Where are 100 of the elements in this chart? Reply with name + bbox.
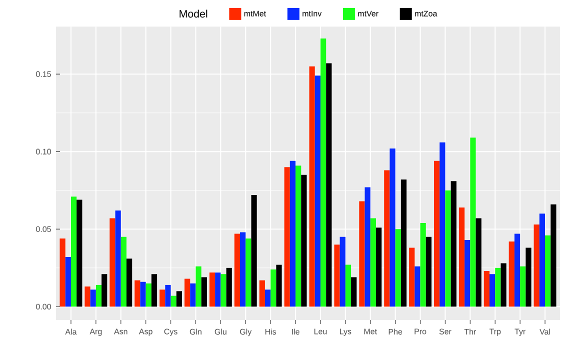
bar: [96, 284, 102, 307]
y-tick-label: 0.05: [36, 226, 51, 232]
bar: [196, 266, 202, 307]
x-tick-label: Met: [364, 328, 377, 334]
bar: [520, 266, 526, 307]
bar: [414, 266, 420, 307]
bar: [309, 66, 315, 307]
bar: [65, 257, 71, 307]
bar: [184, 278, 190, 307]
bar: [290, 160, 296, 307]
bar: [351, 277, 357, 307]
x-tick-label: Ala: [65, 328, 77, 335]
x-tick-label: Cys: [164, 328, 178, 336]
bar: [359, 201, 365, 307]
bar: [276, 264, 282, 307]
bar: [314, 76, 320, 307]
bar: [464, 240, 470, 307]
bar: [165, 284, 171, 307]
bar: [70, 196, 77, 307]
bar: [484, 271, 490, 307]
bar: [490, 274, 496, 307]
bar: [60, 238, 66, 307]
legend-label: mtInv: [302, 10, 322, 16]
bar: [326, 63, 332, 307]
bar: [160, 290, 166, 307]
bar: [264, 290, 271, 307]
bar: [334, 244, 340, 307]
bar: [409, 248, 415, 307]
bar: [226, 268, 232, 307]
x-tick-label: Trp: [489, 328, 501, 336]
bar: [209, 272, 216, 307]
bar: [450, 181, 456, 307]
bar: [440, 142, 446, 307]
x-tick-label: Ile: [292, 328, 300, 335]
bar: [376, 228, 382, 307]
bar: [345, 264, 352, 307]
bar: [301, 174, 307, 307]
bar: [110, 218, 116, 307]
bar: [476, 218, 482, 307]
x-tick-label: Arg: [90, 328, 102, 336]
bar: [126, 258, 132, 307]
bar: [390, 148, 396, 307]
x-tick-label: Tyr: [514, 328, 526, 336]
bar: [508, 242, 514, 307]
bar: [140, 282, 146, 307]
legend-title: Model: [180, 10, 208, 18]
x-tick-label: Glu: [214, 328, 226, 335]
bar: [234, 234, 240, 307]
bar: [384, 170, 390, 307]
x-tick-label: Leu: [314, 328, 327, 334]
bar: [146, 283, 152, 307]
bar: [458, 207, 465, 307]
bar: [220, 274, 226, 307]
bar: [151, 274, 158, 307]
bar: [445, 190, 451, 307]
bar: [395, 229, 401, 307]
x-tick-label: Thr: [464, 328, 476, 335]
bar: [495, 268, 501, 307]
bar: [545, 235, 551, 307]
bar: [246, 238, 252, 307]
bar: [84, 286, 90, 307]
x-tick-label: Ser: [439, 328, 452, 334]
bar: [434, 160, 440, 307]
x-tick-label: Phe: [388, 328, 402, 335]
bar: [364, 187, 370, 307]
y-tick-label: 0.10: [36, 148, 51, 154]
bar: [340, 236, 346, 307]
legend-label: mtZoa: [415, 10, 438, 16]
legend-label: mtMet: [244, 10, 266, 16]
bar: [251, 195, 257, 307]
bar: [296, 166, 302, 307]
bar: [201, 277, 207, 307]
bar: [534, 224, 540, 307]
bar: [215, 272, 221, 307]
x-tick-label: Lys: [340, 328, 352, 336]
bar: [190, 283, 196, 307]
bar: [370, 218, 376, 307]
bar: [284, 167, 290, 307]
bar: [514, 234, 520, 307]
x-tick-label: Asn: [114, 328, 128, 334]
bar: [420, 222, 426, 307]
bar: [90, 290, 96, 307]
y-tick-label: 0.00: [36, 304, 51, 310]
bar: [426, 236, 432, 307]
x-tick-label: Asp: [138, 328, 152, 336]
bar: [400, 180, 407, 307]
bar: [500, 263, 506, 307]
bar: [470, 138, 476, 307]
y-tick-label: 0.15: [36, 71, 51, 77]
x-tick-label: His: [265, 328, 276, 335]
x-tick-label: Val: [540, 328, 550, 335]
bar: [120, 236, 126, 307]
legend-label: mtVer: [358, 10, 378, 16]
bar: [320, 38, 326, 307]
bar: [240, 232, 246, 307]
bar: [170, 296, 176, 307]
bar: [76, 200, 82, 307]
bar: [102, 274, 108, 307]
bar: [526, 248, 532, 307]
bar: [270, 269, 276, 307]
